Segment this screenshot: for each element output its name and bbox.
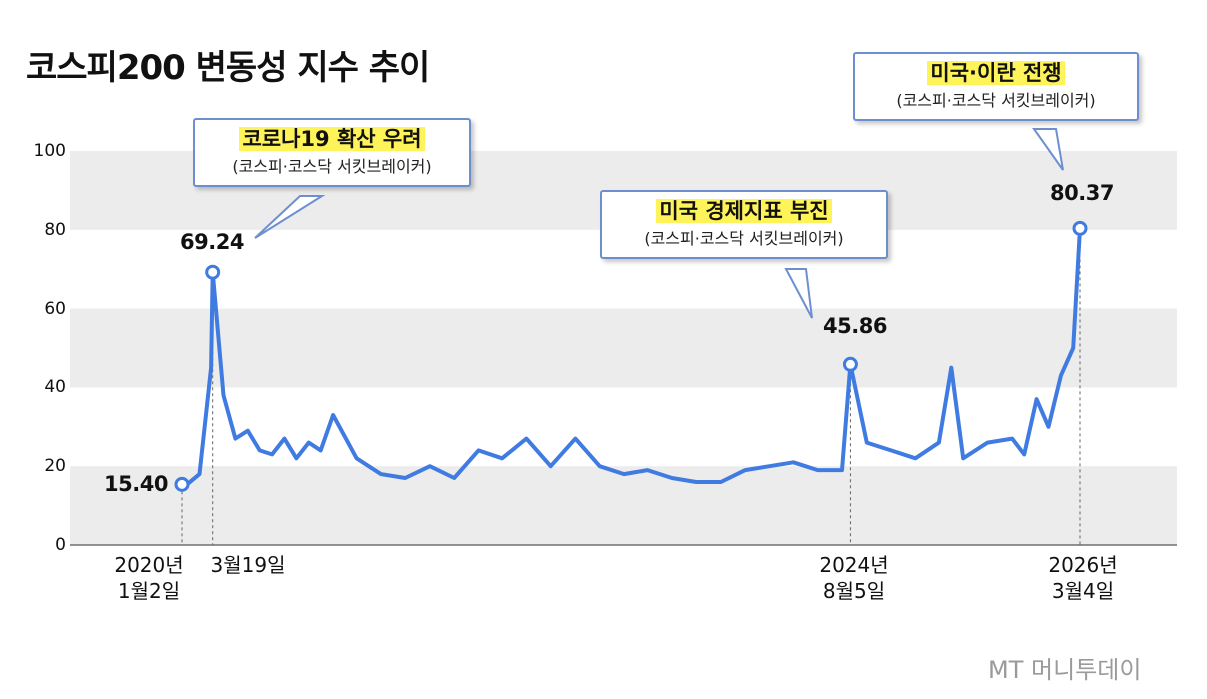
date-2026-03-04: 2026년 3월4일 <box>1035 552 1131 604</box>
y-tick-60: 60 <box>44 299 66 319</box>
callout-leaders <box>254 128 1064 319</box>
y-tick-80: 80 <box>44 220 66 240</box>
date-2024-08-05: 2024년 8월5일 <box>808 552 900 604</box>
marker-0 <box>174 476 190 492</box>
callout-us-economy-sub: (코스피·코스닥 서킷브레이커) <box>644 229 844 248</box>
date-start-line1: 2020년 <box>114 553 184 577</box>
leader-0 <box>254 195 326 239</box>
date-covid-line1: 3월19일 <box>210 553 286 577</box>
callout-covid-sub: (코스피·코스닥 서킷브레이커) <box>232 157 432 176</box>
y-tick-0: 0 <box>55 535 66 555</box>
marker-2 <box>842 356 858 372</box>
date-2026-line1: 2026년 <box>1048 553 1118 577</box>
label-start-value: 15.40 <box>104 472 168 496</box>
callout-us-economy: 미국 경제지표 부진 (코스피·코스닥 서킷브레이커) <box>600 190 888 259</box>
point-markers <box>174 220 1088 492</box>
brand-text: MT 머니투데이 <box>988 656 1142 684</box>
y-tick-40: 40 <box>44 377 66 397</box>
band-0 <box>70 466 1177 545</box>
label-covid-peak: 69.24 <box>180 230 244 254</box>
callout-covid-head: 코로나19 확산 우려 <box>239 127 425 151</box>
date-2026-line2: 3월4일 <box>1051 579 1115 603</box>
callout-us-iran-sub: (코스피·코스닥 서킷브레이커) <box>896 91 1096 110</box>
date-start-line2: 1월2일 <box>117 579 181 603</box>
date-2020-01-02: 2020년 1월2일 <box>103 552 195 604</box>
date-2024-line1: 2024년 <box>819 553 889 577</box>
callout-covid: 코로나19 확산 우려 (코스피·코스닥 서킷브레이커) <box>193 118 471 187</box>
y-tick-100: 100 <box>33 141 66 161</box>
brand-logo: MT 머니투데이 <box>988 650 1141 685</box>
leader-2 <box>1032 128 1064 171</box>
volatility-line <box>185 226 1082 487</box>
callout-us-economy-head: 미국 경제지표 부진 <box>656 199 832 223</box>
label-2024-peak: 45.86 <box>823 314 887 338</box>
marker-1 <box>205 264 221 280</box>
callout-us-iran: 미국·이란 전쟁 (코스피·코스닥 서킷브레이커) <box>853 52 1139 121</box>
leader-1 <box>784 268 813 319</box>
date-2020-03-19: 3월19일 <box>198 552 298 578</box>
date-2024-line2: 8월5일 <box>822 579 886 603</box>
y-tick-20: 20 <box>44 456 66 476</box>
band-1 <box>70 308 1177 388</box>
callout-us-iran-head: 미국·이란 전쟁 <box>927 61 1065 85</box>
chart-title: 코스피200 변동성 지수 추이 <box>26 48 430 88</box>
marker-3 <box>1072 220 1088 236</box>
label-2026-peak: 80.37 <box>1050 181 1114 205</box>
